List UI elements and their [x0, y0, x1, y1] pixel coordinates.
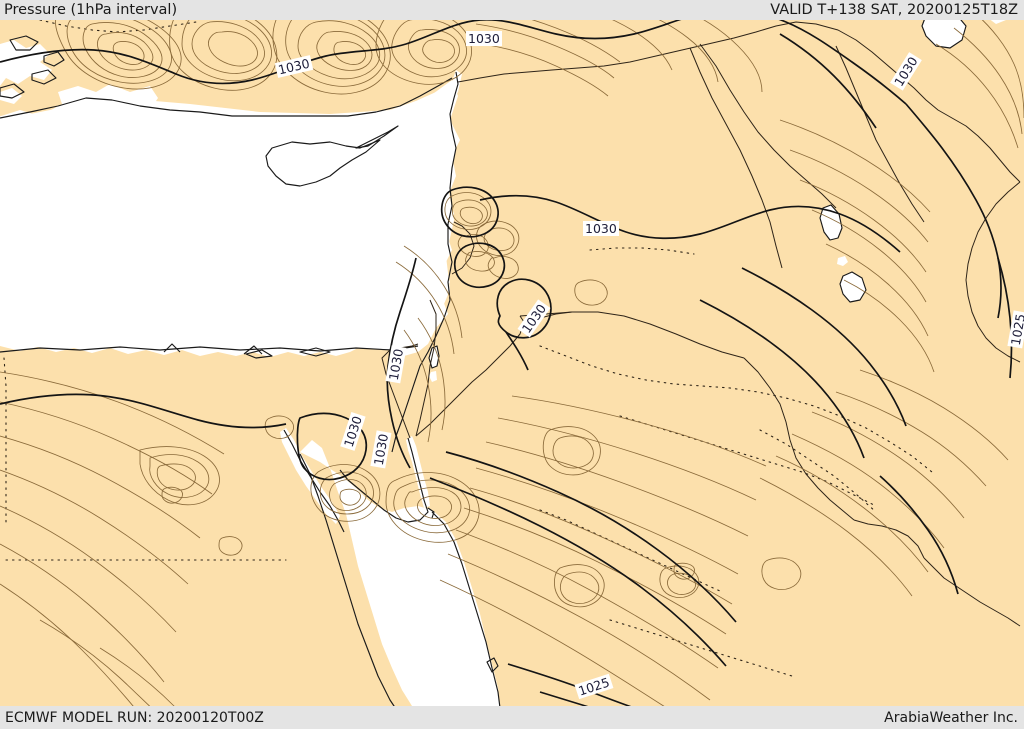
border-iraq-kuwait — [853, 519, 925, 559]
lake-tharthar — [820, 205, 842, 240]
red-sea — [300, 440, 500, 706]
contour-bold-iraq-2 — [741, 267, 907, 427]
border-iraq-saudi — [743, 357, 855, 521]
coast-lake-manzala — [245, 349, 273, 359]
river-tigris — [835, 45, 925, 223]
coast-sinai-east — [339, 437, 429, 523]
coast-nile-delta-inlets — [163, 343, 181, 353]
coast-delta-2 — [243, 345, 263, 355]
border-turkey-iraq-iran — [899, 75, 1021, 183]
contour-1030-north — [0, 9, 907, 105]
coast-dead-sea-outline — [428, 345, 440, 369]
river-euphrates — [699, 43, 837, 209]
coast-aegean-islands-1 — [9, 35, 39, 51]
coast-sinai-west — [283, 429, 345, 533]
aegean-sea — [0, 40, 52, 86]
border-syria-jordan — [519, 311, 745, 359]
contour-1030-jordan-tail — [505, 331, 529, 371]
coast-crete-fragment — [0, 83, 25, 99]
contour-1030-sinai — [296, 412, 368, 481]
page-title: Pressure (1hPa interval) — [4, 2, 178, 18]
coast-lake-bardawil — [299, 347, 331, 357]
contour-bold-gulf — [879, 475, 959, 595]
border-syria-iraq — [689, 47, 783, 269]
coast-lakes-iraq-1 — [819, 204, 843, 241]
contour-1030-egypt — [0, 393, 287, 429]
sea-layer — [0, 2, 1008, 706]
coast-red-sea-islands — [486, 657, 499, 673]
contour-bold-antilebanon — [453, 242, 506, 289]
contour-bold-arabia-north — [429, 477, 727, 667]
lake-razzaza — [837, 256, 848, 266]
coast-gulf-aqaba-tip — [427, 507, 435, 519]
dotted-border-saudi-iraq-neutral — [539, 345, 933, 473]
border-israel-jordan — [415, 299, 437, 437]
contour-bold-iraq-1 — [699, 299, 865, 459]
coastline-layer — [0, 9, 967, 713]
dotted-border-egypt-libya — [3, 357, 7, 527]
coast-cyprus-tail — [355, 125, 399, 149]
contour-layer-bold — [0, 9, 1013, 729]
contour-label-1030-north: 1030 — [466, 31, 502, 46]
header-bar: Pressure (1hPa interval) VALID T+138 SAT… — [0, 0, 1024, 20]
dead-sea-south — [429, 371, 437, 382]
border-iran-west — [965, 181, 1021, 363]
coast-redsea-west — [299, 453, 399, 713]
dotted-border-syria-interior — [589, 247, 695, 255]
border-layer-solid — [381, 21, 1021, 627]
contour-1025-east — [997, 257, 1013, 379]
coast-cyprus — [265, 139, 381, 187]
contour-1030-syria — [479, 194, 901, 253]
coast-turkey-south — [0, 77, 453, 119]
mediterranean-sea-core — [0, 80, 458, 350]
border-syria-lebanon — [451, 221, 475, 275]
contour-bold-arabia-2 — [445, 451, 737, 623]
coast-north-egypt — [0, 345, 419, 353]
contour-1030-jordan-loop — [496, 278, 552, 339]
contour-1030-northeast — [905, 103, 1002, 319]
coast-aegean-islands-3 — [31, 69, 57, 85]
border-saudi-kuwait-coast — [923, 557, 1021, 627]
model-run-label: ECMWF MODEL RUN: 20200120T00Z — [5, 709, 264, 726]
coast-aegean-islands-2 — [43, 51, 65, 67]
coast-redsea-east — [431, 511, 501, 709]
border-turkey-syria — [457, 21, 901, 83]
border-egypt-israel — [381, 349, 411, 439]
contour-bold-turkey-se — [779, 33, 877, 129]
dotted-border-arabia-1 — [539, 509, 723, 593]
contour-bold-lebanon — [440, 186, 499, 238]
coast-lakes-iraq-2 — [839, 271, 867, 303]
aegean-sea-2 — [0, 88, 22, 104]
lake-habbaniyah — [840, 272, 866, 302]
dotted-border-iraq-interior — [759, 429, 877, 513]
credit-label: ArabiaWeather Inc. — [884, 709, 1018, 726]
valid-time-label: VALID T+138 SAT, 20200125T18Z — [770, 2, 1018, 18]
coast-levant — [391, 71, 459, 453]
contour-label-1030-syria: 1030 — [583, 221, 619, 236]
footer-bar: ECMWF MODEL RUN: 20200120T00Z ArabiaWeat… — [0, 706, 1024, 729]
